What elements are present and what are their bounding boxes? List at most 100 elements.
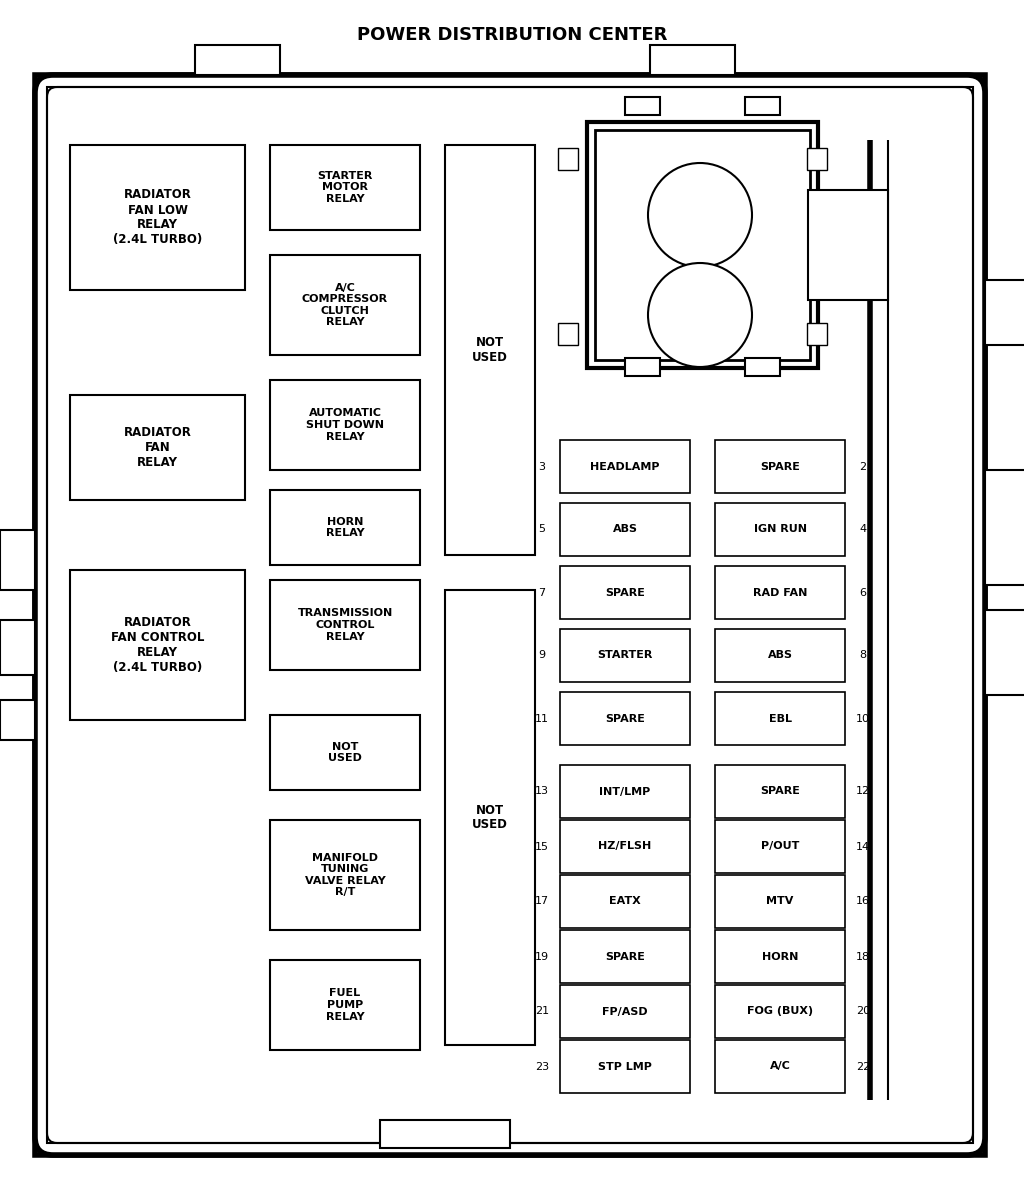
Bar xyxy=(715,930,845,983)
Text: 14: 14 xyxy=(856,841,870,851)
Bar xyxy=(47,87,973,1143)
Text: HZ/FLSH: HZ/FLSH xyxy=(598,841,651,851)
Text: NOT
USED: NOT USED xyxy=(328,742,361,763)
Bar xyxy=(715,820,845,873)
Bar xyxy=(560,764,690,819)
Text: FOG (BUX): FOG (BUX) xyxy=(746,1006,813,1017)
Bar xyxy=(560,566,690,619)
Bar xyxy=(745,358,780,376)
Text: 18: 18 xyxy=(856,952,870,962)
Text: RAD FAN: RAD FAN xyxy=(753,588,807,597)
Text: RADIATOR
FAN
RELAY: RADIATOR FAN RELAY xyxy=(124,426,191,469)
Text: TRANSMISSION
CONTROL
RELAY: TRANSMISSION CONTROL RELAY xyxy=(297,608,392,642)
Text: IGN RUN: IGN RUN xyxy=(754,524,807,535)
Text: 20: 20 xyxy=(856,1006,870,1017)
Text: 2: 2 xyxy=(859,462,866,471)
Text: HORN: HORN xyxy=(762,952,798,962)
Text: SPARE: SPARE xyxy=(760,462,800,471)
Text: 19: 19 xyxy=(535,952,549,962)
Text: 7: 7 xyxy=(539,588,546,597)
Bar xyxy=(715,692,845,745)
Bar xyxy=(560,440,690,493)
Text: MANIFOLD
TUNING
VALVE RELAY
R/T: MANIFOLD TUNING VALVE RELAY R/T xyxy=(304,852,385,898)
Text: A/C
COMPRESSOR
CLUTCH
RELAY: A/C COMPRESSOR CLUTCH RELAY xyxy=(302,282,388,327)
Bar xyxy=(985,470,1024,585)
Text: STP LMP: STP LMP xyxy=(598,1061,652,1071)
Bar xyxy=(560,984,690,1039)
Text: 22: 22 xyxy=(856,1061,870,1071)
Bar xyxy=(0,700,35,740)
Circle shape xyxy=(648,163,752,267)
Text: 6: 6 xyxy=(859,588,866,597)
Text: 23: 23 xyxy=(535,1061,549,1071)
Text: ABS: ABS xyxy=(612,524,638,535)
Bar xyxy=(270,581,420,670)
Bar xyxy=(650,44,735,75)
Text: 16: 16 xyxy=(856,897,870,906)
Bar xyxy=(715,984,845,1039)
Text: FP/ASD: FP/ASD xyxy=(602,1006,648,1017)
Bar xyxy=(270,820,420,930)
Text: INT/LMP: INT/LMP xyxy=(599,786,650,797)
Text: SPARE: SPARE xyxy=(605,952,645,962)
Bar xyxy=(625,358,660,376)
Bar xyxy=(70,395,245,500)
Bar xyxy=(70,145,245,290)
Bar xyxy=(560,629,690,682)
Bar xyxy=(715,440,845,493)
Text: 4: 4 xyxy=(859,524,866,535)
Bar xyxy=(587,121,818,368)
Bar xyxy=(715,566,845,619)
Text: ABS: ABS xyxy=(768,650,793,661)
Text: EATX: EATX xyxy=(609,897,641,906)
Bar xyxy=(595,130,810,361)
Bar xyxy=(270,255,420,355)
Text: 11: 11 xyxy=(535,714,549,724)
Text: STARTER
MOTOR
RELAY: STARTER MOTOR RELAY xyxy=(317,171,373,204)
Text: 9: 9 xyxy=(539,650,546,661)
Bar xyxy=(445,145,535,555)
Text: POWER DISTRIBUTION CENTER: POWER DISTRIBUTION CENTER xyxy=(356,26,668,44)
Bar xyxy=(270,715,420,790)
Bar xyxy=(70,570,245,720)
Bar xyxy=(558,323,578,345)
Bar xyxy=(715,875,845,928)
Bar xyxy=(35,75,985,1155)
Bar xyxy=(560,502,690,557)
Text: 5: 5 xyxy=(539,524,546,535)
Text: MTV: MTV xyxy=(766,897,794,906)
Bar xyxy=(808,190,888,300)
Text: SPARE: SPARE xyxy=(760,786,800,797)
Text: 15: 15 xyxy=(535,841,549,851)
Bar xyxy=(0,530,35,590)
Bar xyxy=(807,323,827,345)
Text: SPARE: SPARE xyxy=(605,714,645,724)
Text: HORN
RELAY: HORN RELAY xyxy=(326,517,365,538)
Bar xyxy=(270,380,420,470)
Text: A/C: A/C xyxy=(770,1061,791,1071)
Bar xyxy=(985,609,1024,695)
Text: SPARE: SPARE xyxy=(605,588,645,597)
Text: RADIATOR
FAN LOW
RELAY
(2.4L TURBO): RADIATOR FAN LOW RELAY (2.4L TURBO) xyxy=(113,189,202,246)
Bar xyxy=(715,629,845,682)
Circle shape xyxy=(648,263,752,367)
Text: P/OUT: P/OUT xyxy=(761,841,799,851)
Bar xyxy=(270,490,420,565)
Text: STARTER: STARTER xyxy=(597,650,652,661)
Text: 10: 10 xyxy=(856,714,870,724)
Bar xyxy=(560,820,690,873)
Bar xyxy=(560,692,690,745)
Text: 17: 17 xyxy=(535,897,549,906)
Text: FUEL
PUMP
RELAY: FUEL PUMP RELAY xyxy=(326,988,365,1022)
Bar xyxy=(445,590,535,1045)
Text: 3: 3 xyxy=(539,462,546,471)
Bar xyxy=(0,620,35,676)
Bar xyxy=(560,1040,690,1093)
Text: 21: 21 xyxy=(535,1006,549,1017)
Bar xyxy=(715,764,845,819)
Bar xyxy=(985,280,1024,345)
FancyBboxPatch shape xyxy=(35,75,985,1155)
Bar xyxy=(745,97,780,115)
Text: 12: 12 xyxy=(856,786,870,797)
Bar xyxy=(715,502,845,557)
